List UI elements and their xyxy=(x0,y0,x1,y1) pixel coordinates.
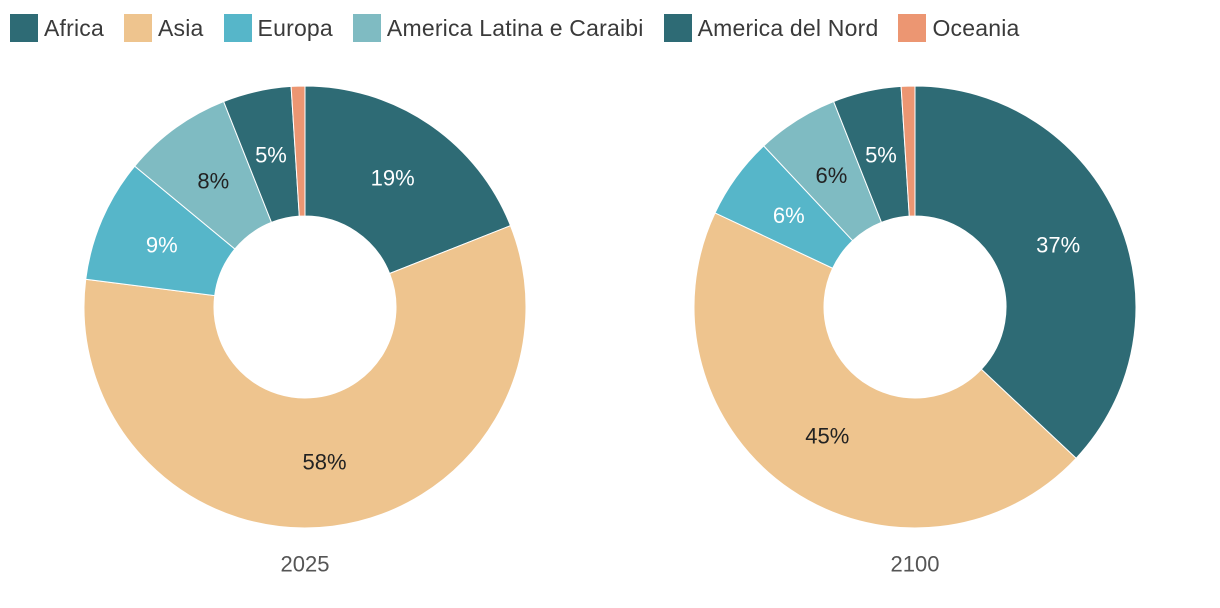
pct-label-america-latina-e-caraibi-2100: 6% xyxy=(816,163,848,188)
legend-item-america-latina: America Latina e Caraibi xyxy=(352,14,644,42)
legend-label: Asia xyxy=(158,14,204,41)
slice-asia-2100 xyxy=(693,212,1077,529)
pct-label-europa-2100: 6% xyxy=(773,203,805,228)
donut-chart-2025: 19% 58% 9% 8% 5% 2025 xyxy=(83,85,527,577)
slice-asia-2025 xyxy=(83,224,527,529)
legend-item-europa: Europa xyxy=(223,14,333,42)
pct-label-africa-2025: 19% xyxy=(371,165,415,190)
legend-item-asia: Asia xyxy=(124,14,204,42)
legend-swatch xyxy=(898,14,927,42)
legend-label: Africa xyxy=(44,14,104,41)
legend-item-africa: Africa xyxy=(10,14,104,42)
donut-chart-2100: 37% 45% 6% 6% 5% 2100 xyxy=(693,85,1137,577)
legend-swatch xyxy=(352,14,381,42)
chart-year-label: 2100 xyxy=(891,552,940,577)
legend-label: America Latina e Caraibi xyxy=(386,14,644,41)
slice-africa-2025 xyxy=(304,85,512,275)
pct-label-europa-2025: 9% xyxy=(146,233,178,258)
slice-oceania-2025 xyxy=(290,85,306,217)
legend: Africa Asia Europa America Latina e Cara… xyxy=(10,13,1040,43)
legend-label: Europa xyxy=(257,14,333,41)
slice-africa-2100 xyxy=(914,85,1137,459)
pct-label-africa-2100: 37% xyxy=(1036,233,1080,258)
pct-label-america-del-nord-2025: 5% xyxy=(255,142,287,167)
legend-label: Oceania xyxy=(932,14,1020,41)
legend-item-oceania: Oceania xyxy=(898,14,1019,42)
pct-label-america-del-nord-2100: 5% xyxy=(865,142,897,167)
legend-swatch xyxy=(124,14,152,42)
pct-label-america-latina-e-caraibi-2025: 8% xyxy=(197,168,229,193)
legend-swatch xyxy=(10,14,38,42)
legend-label: America del Nord xyxy=(697,14,879,41)
chart-year-label: 2025 xyxy=(281,552,330,577)
slice-oceania-2100 xyxy=(900,85,916,217)
pct-label-asia-2025: 58% xyxy=(303,449,347,474)
legend-swatch xyxy=(223,14,252,42)
legend-swatch xyxy=(663,14,692,42)
legend-item-america-del-nord: America del Nord xyxy=(663,14,879,42)
pct-label-asia-2100: 45% xyxy=(805,424,849,449)
